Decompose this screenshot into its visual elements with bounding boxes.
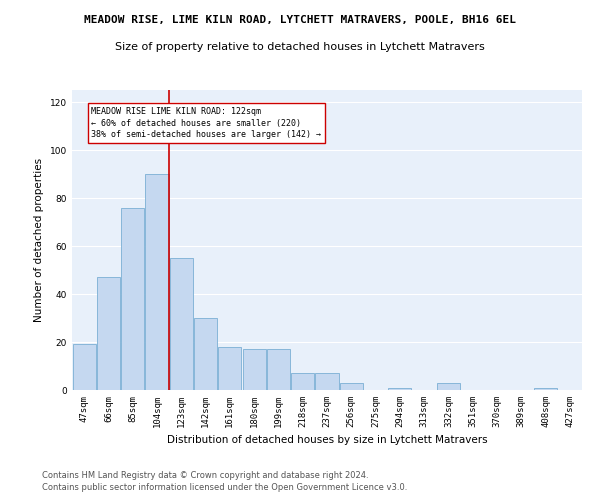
Y-axis label: Number of detached properties: Number of detached properties [34,158,44,322]
Text: MEADOW RISE LIME KILN ROAD: 122sqm
← 60% of detached houses are smaller (220)
38: MEADOW RISE LIME KILN ROAD: 122sqm ← 60%… [91,107,322,140]
Text: MEADOW RISE, LIME KILN ROAD, LYTCHETT MATRAVERS, POOLE, BH16 6EL: MEADOW RISE, LIME KILN ROAD, LYTCHETT MA… [84,15,516,25]
Bar [170,258,193,390]
Bar [73,344,95,390]
Bar [316,373,338,390]
Text: Contains public sector information licensed under the Open Government Licence v3: Contains public sector information licen… [42,484,407,492]
Bar [97,277,120,390]
Bar [388,388,412,390]
Bar [194,318,217,390]
Bar [145,174,169,390]
Bar [218,347,241,390]
X-axis label: Distribution of detached houses by size in Lytchett Matravers: Distribution of detached houses by size … [167,436,487,446]
Bar [291,373,314,390]
Bar [121,208,144,390]
Bar [267,349,290,390]
Bar [437,383,460,390]
Bar [534,388,557,390]
Text: Size of property relative to detached houses in Lytchett Matravers: Size of property relative to detached ho… [115,42,485,52]
Bar [340,383,363,390]
Bar [242,349,266,390]
Text: Contains HM Land Registry data © Crown copyright and database right 2024.: Contains HM Land Registry data © Crown c… [42,471,368,480]
